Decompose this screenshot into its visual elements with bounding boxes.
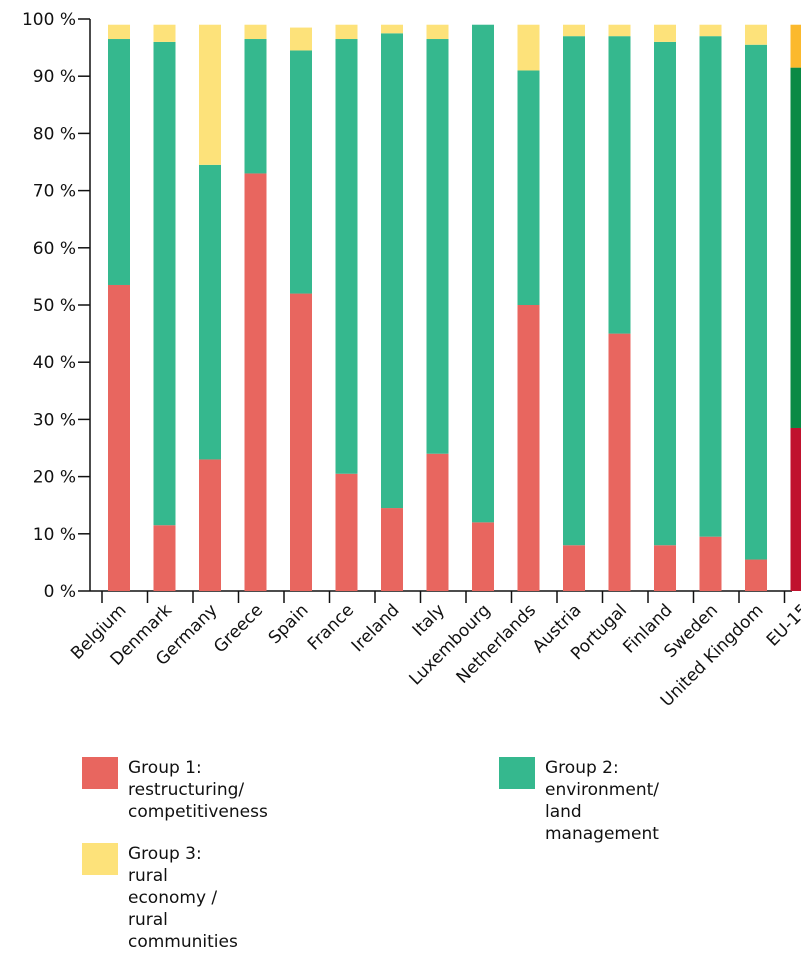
bar-segment [290,28,312,51]
x-tick-label: Greece [210,600,267,657]
bar-segment [791,68,801,428]
y-tick-label: 20 % [33,468,76,488]
bar-segment [518,25,540,71]
legend-item-group1: Group 1: restructuring/ competitiveness [82,757,268,823]
legend-label-group2: Group 2: environment/ land management [545,757,659,845]
bar-segment [108,285,130,591]
bar-segment [791,25,801,68]
bar-segment [700,36,722,536]
bar-segment [427,454,449,591]
bar-segment [518,305,540,591]
bar-segment [290,294,312,591]
bar-segment [154,25,176,42]
bar-segment [290,50,312,293]
bar-segment [154,525,176,591]
x-tick-label: Netherlands [453,600,541,688]
bar-segment [154,42,176,525]
legend-label-group3: Group 3: rural economy / rural communiti… [128,843,238,953]
bar-segment [427,25,449,39]
bar-segment [745,560,767,591]
bar-segment [745,45,767,560]
legend-swatch-group2 [499,757,535,789]
bar-segment [381,33,403,508]
bar-segment [609,334,631,591]
bar-segment [472,522,494,591]
bar-segment [609,25,631,36]
bar-segment [381,25,403,34]
y-tick-label: 60 % [33,239,76,259]
bar-segment [654,25,676,42]
bar-segment [199,459,221,591]
bar-segment [700,25,722,36]
legend-label-group1: Group 1: restructuring/ competitiveness [128,757,268,823]
legend-item-group3: Group 3: rural economy / rural communiti… [82,843,238,953]
bar-segment [108,39,130,285]
bar-segment [199,165,221,460]
bar-segment [336,474,358,591]
stacked-bar-chart: 0 % 10 % 20 % 30 % 40 % 50 % 60 % 70 % 80 % 90 % 1… [0,0,801,720]
x-tick-label: EU-15 [763,600,801,650]
bar-segment [745,25,767,45]
bar-segment [791,428,801,591]
bar-segment [245,25,267,39]
bar-segment [563,25,585,36]
bar-segment [518,70,540,305]
y-tick-label: 30 % [33,410,76,430]
bar-segment [245,173,267,591]
x-tick-label: Italy [409,600,449,640]
legend-item-group2: Group 2: environment/ land management [499,757,659,845]
bar-segment [245,39,267,173]
legend-swatch-group1 [82,757,118,789]
y-tick-label: 10 % [33,525,76,545]
legend-swatch-group3 [82,843,118,875]
y-tick-label: 50 % [33,296,76,316]
bar-segment [427,39,449,454]
bar-segment [336,39,358,474]
bar-segment [336,25,358,39]
bar-segment [381,508,403,591]
bar-segment [654,42,676,545]
y-tick-label: 0 % [44,582,76,602]
y-tick-label: 80 % [33,124,76,144]
x-tick-label: France [304,600,358,654]
y-tick-label: 70 % [33,182,76,202]
bar-segment [108,25,130,39]
bar-segment [472,25,494,523]
bar-segment [199,25,221,165]
y-tick-label: 100 % [22,10,76,30]
bar-segment [563,545,585,591]
bar-segment [609,36,631,333]
bar-segment [563,36,585,545]
x-tick-label: Ireland [348,600,404,656]
y-tick-label: 40 % [33,353,76,373]
bar-segment [700,537,722,591]
bar-segment [654,545,676,591]
y-tick-label: 90 % [33,67,76,87]
